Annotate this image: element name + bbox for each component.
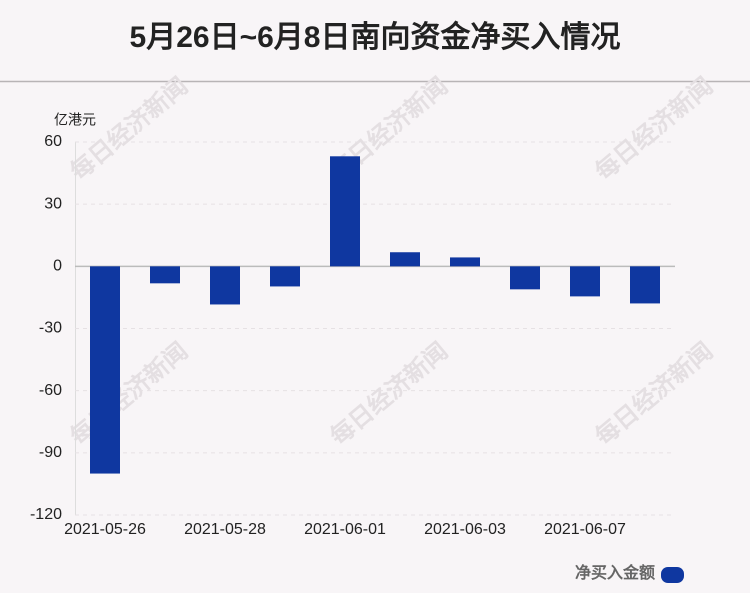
bar xyxy=(630,266,660,304)
bar xyxy=(390,252,420,267)
bar xyxy=(270,266,300,287)
y-tick-label: 30 xyxy=(44,195,62,212)
x-tick-label: 2021-06-01 xyxy=(304,521,386,538)
bar xyxy=(330,156,360,267)
y-tick-label: -30 xyxy=(39,320,62,337)
bar xyxy=(90,266,120,474)
y-tick-label: 0 xyxy=(53,258,62,275)
x-tick-label: 2021-05-28 xyxy=(184,521,266,538)
y-tick-label: -90 xyxy=(39,444,62,461)
bar xyxy=(570,266,600,297)
y-tick-label: -60 xyxy=(39,382,62,399)
y-axis-label: 亿港元 xyxy=(54,112,96,128)
x-tick-label: 2021-06-07 xyxy=(544,521,626,538)
y-tick-label: 60 xyxy=(44,133,62,150)
x-tick-label: 2021-06-03 xyxy=(424,521,506,538)
x-tick-label: 2021-05-26 xyxy=(64,521,146,538)
legend-swatch xyxy=(661,567,684,583)
y-tick-label: -120 xyxy=(30,506,62,523)
bar xyxy=(150,266,180,284)
bar xyxy=(510,266,540,290)
bar xyxy=(210,266,240,305)
legend-label: 净买入金额 xyxy=(575,563,655,582)
chart-title: 5月26日~6月8日南向资金净买入情况 xyxy=(130,20,621,54)
bar xyxy=(450,257,480,267)
